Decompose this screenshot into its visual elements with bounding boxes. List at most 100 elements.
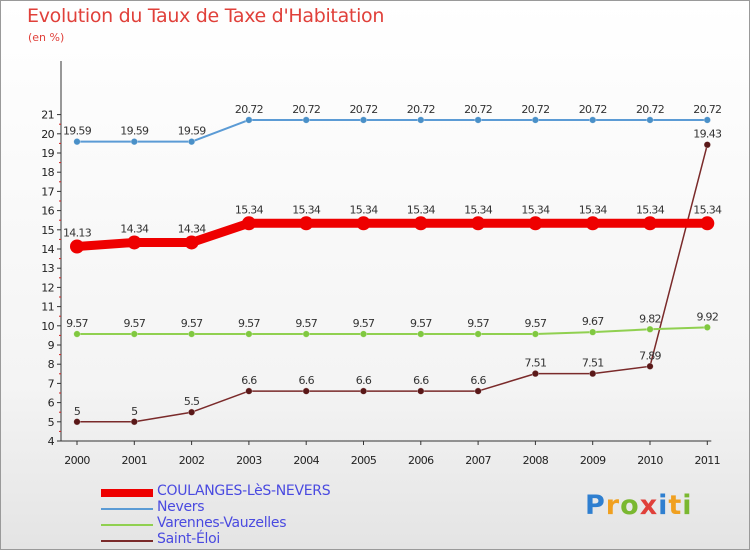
data-label: 20.72 [407,103,435,116]
data-point [302,330,310,338]
chart-subtitle: (en %) [28,31,65,44]
data-label: 6.6 [241,374,257,387]
y-tick-label: 5 [48,416,55,429]
x-tick-label: 2004 [293,454,319,467]
data-point [130,418,138,426]
data-label: 15.34 [636,203,665,216]
data-point [130,330,138,338]
data-point [241,216,256,231]
data-point [528,216,543,231]
data-point [531,330,540,338]
legend-swatch [101,489,153,497]
y-tick-label: 10 [41,320,54,333]
data-label: 19.43 [693,128,722,141]
x-tick-label: 2002 [179,454,205,467]
data-point [188,138,196,146]
data-point [474,387,482,395]
data-label: 15.34 [235,203,264,216]
data-point [184,235,199,250]
y-tick-label: 18 [41,166,54,179]
data-label: 9.92 [696,310,718,323]
y-tick-label: 6 [48,397,55,410]
data-label: 19.59 [120,125,149,138]
data-label: 9.57 [66,317,88,330]
data-label: 5 [74,405,81,418]
data-label: 20.72 [464,103,492,116]
data-point [73,138,81,146]
data-point [589,370,597,378]
legend-swatch [101,524,153,526]
data-label: 15.34 [693,203,722,216]
data-label: 19.59 [63,125,92,138]
data-point [359,387,368,395]
chart-title: Evolution du Taux de Taxe d'Habitation [27,5,385,27]
data-point [188,330,196,338]
data-label: 20.72 [693,103,721,116]
data-label: 15.34 [407,203,436,216]
data-label: 15.34 [292,203,321,216]
legend-label: Nevers [157,499,205,515]
data-point [70,239,84,254]
x-tick-label: 2008 [523,454,549,467]
data-label: 7.51 [525,357,547,370]
data-label: 14.34 [120,222,149,235]
data-label: 14.13 [63,227,92,240]
series-line [72,218,712,252]
data-label: 15.34 [350,203,379,216]
x-tick-label: 2009 [580,454,606,467]
series-line [76,143,709,423]
data-label: 5.5 [184,395,200,408]
y-tick-label: 13 [41,262,54,275]
data-point [589,328,597,336]
data-label: 9.57 [467,317,489,330]
y-tick-label: 11 [41,301,54,314]
legend-label: Varennes-Vauzelles [157,515,287,531]
data-label: 9.57 [410,317,432,330]
data-label: 20.72 [636,103,664,116]
series-line [76,118,709,143]
data-label: 19.59 [178,125,207,138]
legend-swatch [101,508,153,510]
y-tick-label: 21 [41,109,54,122]
data-point [245,116,253,124]
data-label: 20.72 [235,103,263,116]
data-point [471,216,486,231]
data-label: 9.67 [582,315,604,328]
x-tick-label: 2005 [351,454,377,467]
x-tick-label: 2006 [408,454,434,467]
y-tick-label: 8 [48,358,55,371]
data-point [359,330,368,338]
data-point [700,216,715,231]
data-label: 15.34 [464,203,493,216]
data-point [302,387,310,395]
y-tick-label: 14 [41,243,54,256]
data-point [646,325,654,333]
data-point [413,216,428,231]
x-tick-label: 2000 [64,454,90,467]
data-point [703,323,711,331]
x-tick-label: 2001 [121,454,147,467]
data-label: 9.57 [181,317,203,330]
data-point [299,216,314,231]
series-varennes-vauzelles: 9.57 9.57 9.57 9.57 9.57 9.57 9.57 9.57 9.57 9.67… [66,310,719,338]
data-point [646,116,654,124]
data-label: 5 [131,405,138,418]
data-point [417,387,425,395]
data-label: 20.72 [579,103,607,116]
data-label: 9.57 [525,317,547,330]
data-label: 6.6 [413,374,429,387]
legend-swatch [101,540,153,542]
series-nevers: 19.59 19.59 19.59 20.72 20.72 20.72 20.72 20.72… [63,103,722,146]
data-point [646,362,654,370]
y-tick-label: 17 [41,185,54,198]
data-point [130,138,138,146]
data-point [703,116,711,124]
data-label: 7.89 [639,349,661,362]
y-tick-label: 4 [48,435,55,448]
data-label: 9.57 [353,317,375,330]
data-label: 20.72 [292,103,320,116]
data-label: 20.72 [350,103,378,116]
data-label: 20.72 [521,103,549,116]
